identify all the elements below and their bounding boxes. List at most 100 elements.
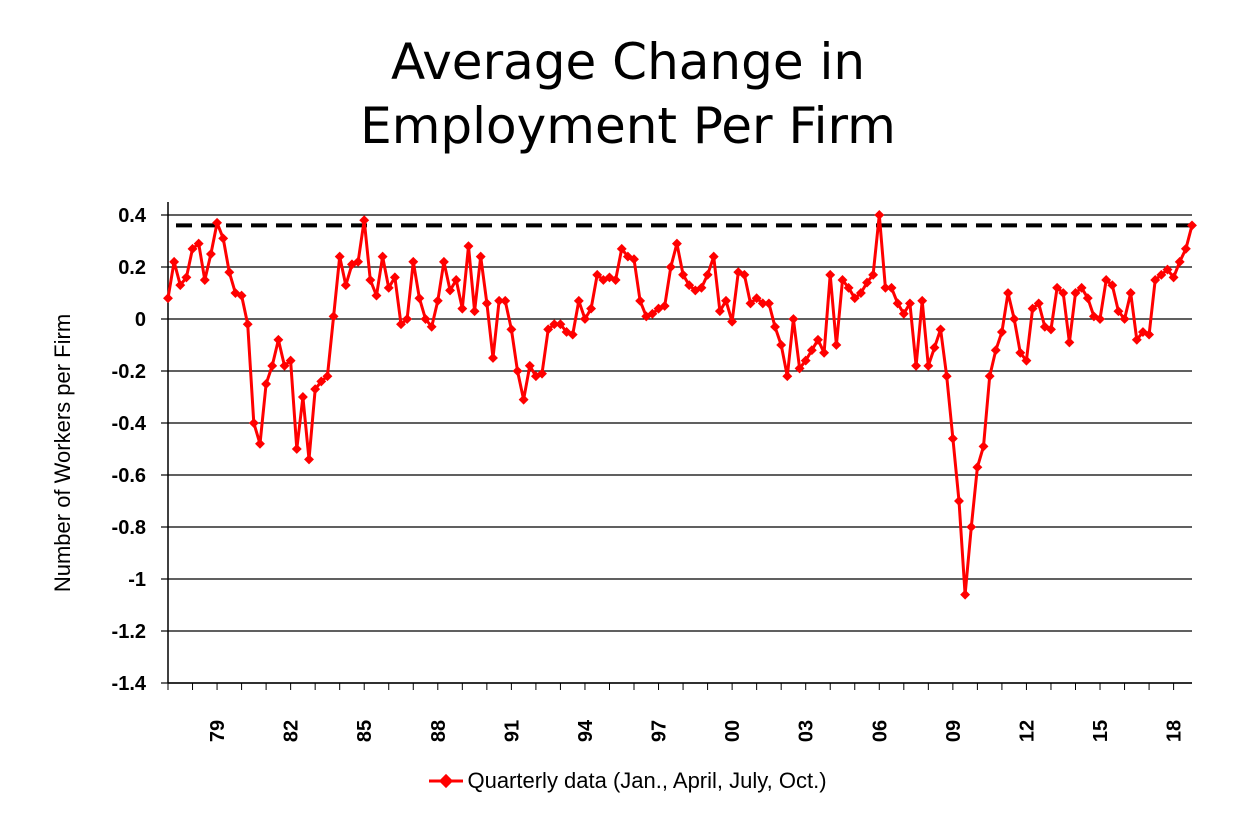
data-point: [1113, 306, 1124, 317]
data-point: [377, 251, 388, 262]
chart-title-line-2: Employment Per Firm: [360, 97, 896, 155]
data-point: [904, 298, 915, 309]
data-point: [340, 280, 351, 291]
data-point: [745, 298, 756, 309]
data-point: [359, 215, 370, 226]
data-point: [702, 269, 713, 280]
data-point: [261, 379, 272, 389]
x-tick-label: 97: [649, 720, 671, 742]
data-point: [837, 275, 848, 285]
x-tick-label: 82: [281, 720, 303, 742]
data-point: [169, 256, 180, 267]
data-point: [947, 433, 958, 444]
data-point: [782, 371, 793, 382]
data-point: [800, 355, 811, 366]
data-point: [267, 360, 278, 371]
data-point: [1150, 275, 1161, 285]
y-axis-label: Number of Workers per Firm: [50, 314, 75, 592]
x-tick-label: 03: [796, 720, 818, 742]
data-point: [457, 303, 468, 314]
data-point: [322, 371, 333, 382]
y-tick-label: -1.4: [112, 673, 147, 695]
data-point: [996, 327, 1007, 337]
data-point: [236, 290, 247, 301]
x-tick-label: 94: [575, 719, 597, 742]
data-point: [304, 454, 314, 465]
data-point: [911, 360, 922, 371]
data-point: [751, 293, 762, 304]
data-point: [819, 347, 830, 358]
data-point: [1174, 256, 1185, 267]
data-point: [1101, 275, 1112, 285]
data-point: [573, 295, 584, 306]
data-point: [592, 269, 603, 280]
data-point: [402, 314, 413, 324]
data-point: [721, 295, 731, 306]
data-point: [469, 306, 480, 317]
data-point: [886, 282, 897, 293]
chart-title: Average Change in Employment Per Firm: [0, 30, 1256, 158]
data-point: [1082, 293, 1093, 304]
data-point: [279, 360, 290, 371]
data-point: [659, 301, 670, 311]
data-point: [978, 441, 989, 452]
series-line: [166, 213, 1194, 597]
x-tick-label: 12: [1016, 720, 1038, 742]
y-tick-labels: 0.4 0.2 0 -0.2 -0.4 -0.6 -0.8 -1 -1.2 -1.4: [112, 205, 147, 695]
data-point: [843, 282, 854, 293]
data-point: [1156, 269, 1167, 280]
x-tick-labels: 79 82 85 88 91 94 97 00 03 06 09 12 15 18: [207, 719, 1186, 742]
y-tick-label: 0: [135, 309, 146, 331]
data-point: [438, 256, 449, 267]
data-point: [175, 280, 186, 291]
data-point: [481, 298, 492, 309]
data-point: [475, 251, 486, 262]
x-tick-label: 06: [869, 720, 891, 742]
data-point: [1021, 355, 1032, 366]
x-tick-label: 09: [943, 720, 965, 742]
y-tick-label: -0.6: [112, 465, 146, 487]
data-point: [647, 308, 658, 319]
x-tick-label: 15: [1090, 720, 1112, 742]
data-point: [537, 368, 547, 379]
axes: [161, 202, 1192, 690]
legend-label: Quarterly data (Jan., April, July, Oct.): [467, 768, 827, 793]
data-point: [451, 275, 462, 285]
data-point: [665, 262, 676, 272]
data-point: [757, 298, 768, 309]
x-tick-label: 79: [207, 720, 229, 742]
x-tick-label: 88: [428, 720, 450, 742]
data-point: [966, 522, 977, 532]
data-point: [813, 334, 823, 345]
data-point: [549, 319, 560, 330]
data-point: [917, 295, 928, 306]
data-point: [365, 275, 376, 285]
legend-marker: [429, 773, 464, 789]
data-point: [1003, 288, 1013, 298]
data-point: [635, 295, 646, 306]
data-point: [1033, 298, 1044, 309]
data-point: [714, 306, 725, 317]
data-point: [1076, 282, 1087, 293]
data-point: [923, 360, 934, 371]
data-point: [212, 217, 223, 228]
data-point: [1070, 288, 1081, 298]
y-tick-label: 0.2: [118, 257, 146, 279]
data-point: [770, 321, 780, 332]
data-point: [181, 272, 192, 283]
data-point: [193, 238, 204, 249]
data-point: [763, 298, 774, 309]
data-point: [518, 394, 529, 405]
data-point: [242, 319, 253, 330]
data-point: [868, 269, 879, 280]
data-point: [954, 496, 964, 506]
data-point: [580, 314, 590, 324]
data-point: [1187, 220, 1197, 231]
data-point: [1064, 337, 1075, 348]
data-point: [218, 233, 229, 244]
data-point: [788, 314, 799, 324]
data-point: [389, 272, 400, 283]
y-tick-label: -0.8: [112, 517, 146, 539]
data-point: [414, 293, 425, 304]
